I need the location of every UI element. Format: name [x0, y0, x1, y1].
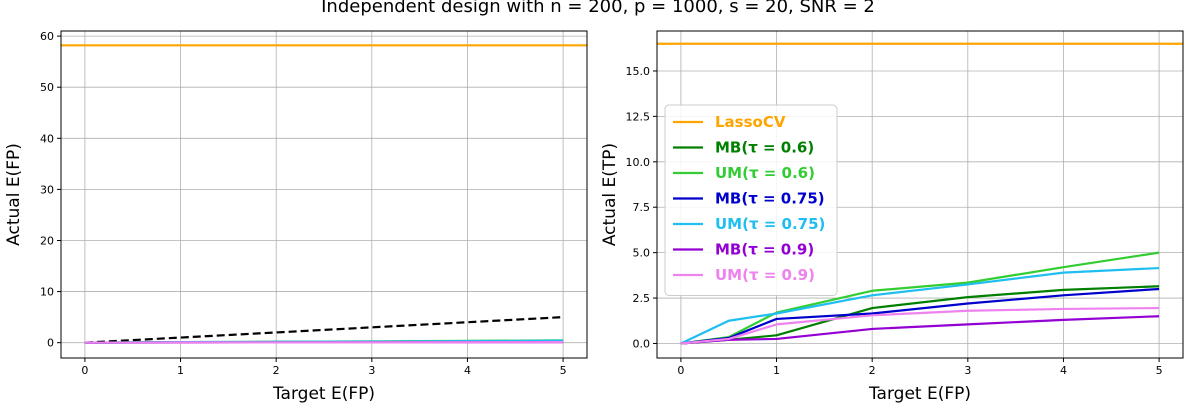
y-tick-label: 0: [47, 337, 54, 350]
y-tick-label: 10: [40, 286, 54, 299]
y-tick-label: 7.5: [633, 201, 651, 214]
plot-panel-right: 0 1 2 3 4 5 0.0 2.5 5.0 7.5 10.0 12.5 15.0 Target E(F…: [600, 30, 1184, 404]
y-tick-label: 0.0: [633, 337, 651, 350]
x-tick-label: 0: [81, 364, 88, 377]
legend-entry: MB(τ = 0.75): [715, 190, 825, 208]
axes-frame: [60, 30, 588, 359]
x-axis-label: Target E(FP): [868, 384, 971, 404]
legend-entry: UM(τ = 0.9): [715, 266, 815, 284]
legend-entry: UM(τ = 0.75): [715, 215, 825, 233]
legend-box: [664, 104, 838, 296]
y-tick-label: 5.0: [633, 247, 651, 260]
x-axis-label: Target E(FP): [272, 384, 375, 404]
y-tick-label: 50: [40, 81, 54, 94]
x-tick-label: 5: [1156, 364, 1163, 377]
figure-title: Independent design with n = 200, p = 100…: [321, 0, 875, 17]
legend-entry: MB(τ = 0.6): [715, 139, 814, 157]
x-tick-label: 2: [273, 364, 280, 377]
series-line-7: [84, 341, 564, 344]
axes-frame: [656, 30, 1184, 359]
y-tick-label: 60: [40, 30, 54, 43]
x-tick-label: 3: [368, 364, 375, 377]
series-line-1: [84, 316, 564, 344]
y-tick-label: 20: [40, 234, 54, 247]
series-line-6: [680, 306, 1160, 345]
x-tick-label: 4: [1060, 364, 1067, 377]
y-axis-label: Actual E(FP): [4, 143, 24, 246]
y-tick-label: 40: [40, 132, 54, 145]
y-axis-label: Actual E(TP): [600, 143, 620, 246]
series-group: [61, 44, 587, 344]
legend: LassoCV MB(τ = 0.6) UM(τ = 0.6) MB(τ = 0.75…: [664, 104, 838, 296]
series-line-4: [680, 266, 1160, 345]
legend-entry: LassoCV: [715, 113, 786, 131]
x-tick-label: 2: [869, 364, 876, 377]
x-tick-label: 4: [464, 364, 471, 377]
x-tick-label: 3: [964, 364, 971, 377]
x-tick-label: 1: [773, 364, 780, 377]
y-tick-label: 2.5: [633, 292, 651, 305]
y-tick-label: 15.0: [626, 65, 651, 78]
x-tick-label: 0: [677, 364, 684, 377]
y-tick-label: 12.5: [626, 110, 651, 123]
series-line-5: [680, 315, 1160, 345]
legend-entry: MB(τ = 0.9): [715, 241, 814, 259]
y-tick-label: 10.0: [626, 156, 651, 169]
y-tick-label: 30: [40, 183, 54, 196]
x-tick-label: 5: [560, 364, 567, 377]
series-group: [657, 42, 1183, 345]
legend-entry: UM(τ = 0.6): [715, 164, 815, 182]
x-tick-label: 1: [177, 364, 184, 377]
